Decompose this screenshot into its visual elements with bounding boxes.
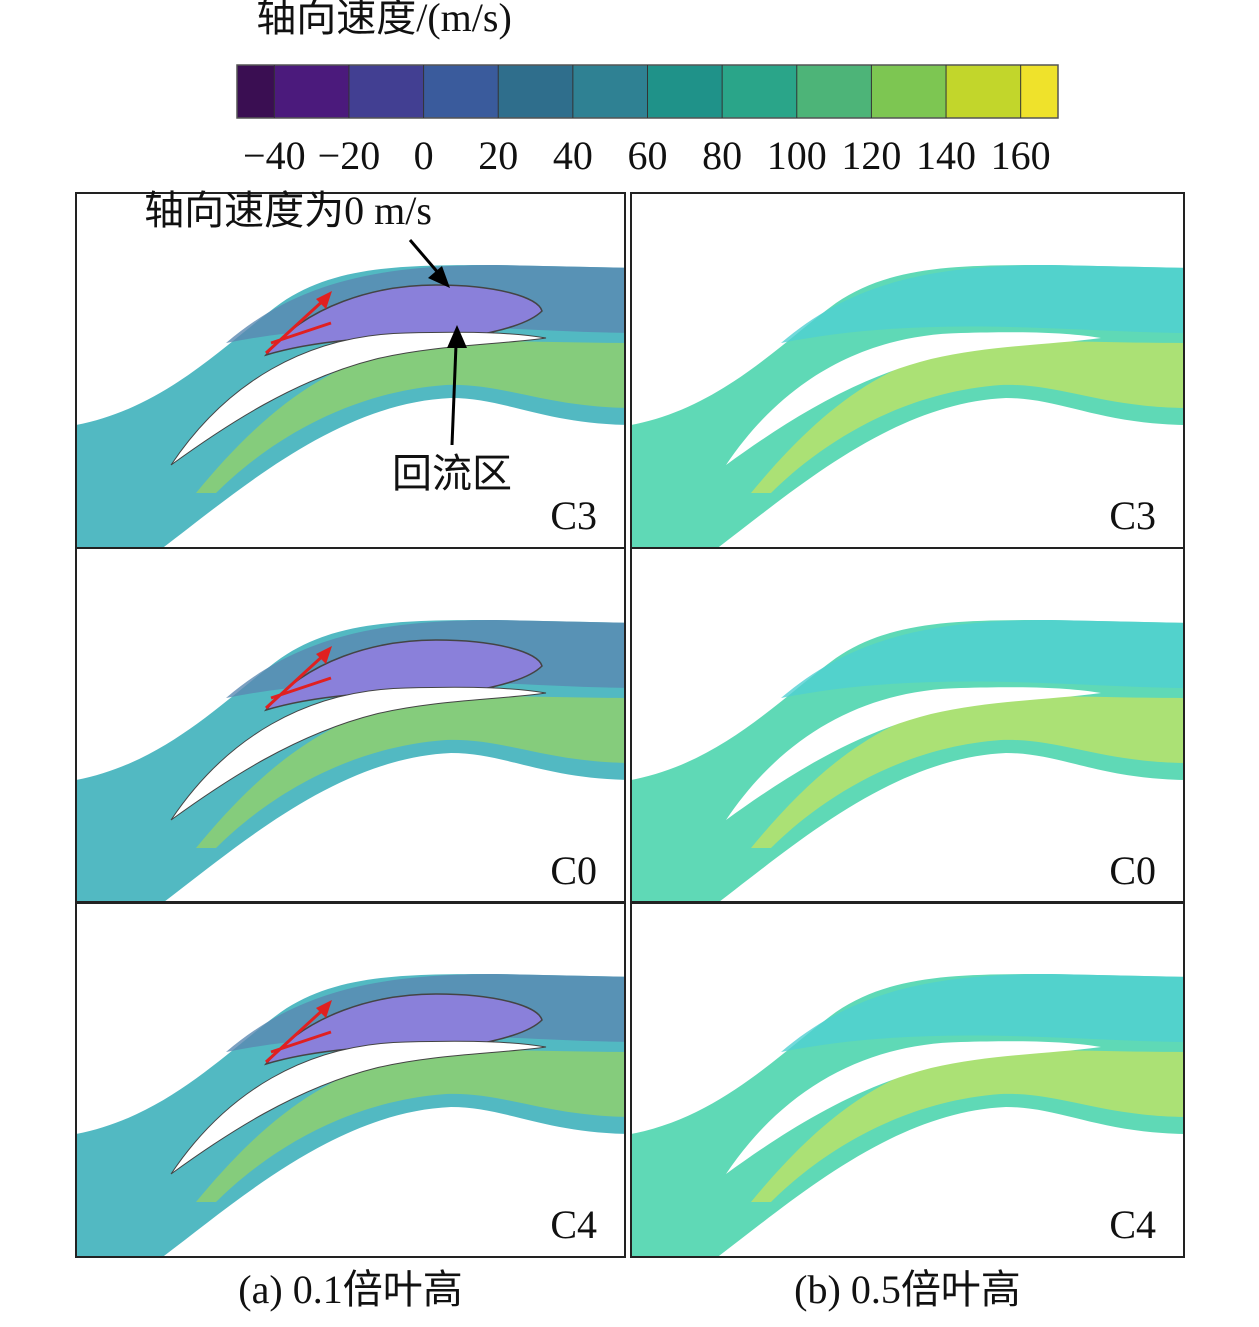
annotation: 回流区 — [392, 451, 512, 496]
flow-top — [781, 620, 1184, 698]
flow-low — [751, 1050, 1184, 1202]
panel-frame — [630, 901, 1185, 1258]
blade — [726, 332, 1101, 465]
colorbar-tick-label: 120 — [841, 133, 901, 178]
flow-low — [196, 696, 625, 848]
panel-label: C3 — [1109, 493, 1156, 538]
contour-panel — [631, 974, 1184, 1257]
colorbar-segment — [871, 65, 947, 118]
colorbar-tick-label: 0 — [414, 133, 434, 178]
contour-panel — [631, 620, 1184, 903]
panel-label: C4 — [1109, 1202, 1156, 1247]
colorbar-segment — [348, 65, 424, 118]
colorbar-tick-label: 160 — [991, 133, 1051, 178]
colorbar-segment — [274, 65, 349, 118]
annotation-arrows — [408, 239, 467, 446]
panel-label: C3 — [550, 493, 597, 538]
colorbar-segment — [722, 65, 797, 118]
colorbar-tick-label: −40 — [243, 133, 306, 178]
flow-low — [751, 341, 1184, 493]
flow-low — [196, 341, 625, 493]
colorbar-title: 轴向速度/(m/s) — [256, 0, 512, 40]
colorbar-segment — [572, 65, 648, 118]
panel-label: C0 — [550, 848, 597, 893]
flow-low — [751, 696, 1184, 848]
colorbar-tick-label: 140 — [916, 133, 976, 178]
panel-label: C4 — [550, 1202, 597, 1247]
red-arrow-head — [316, 1000, 332, 1018]
colorbar-segment — [498, 65, 573, 118]
annotation: 轴向速度为0 m/s — [144, 188, 432, 233]
panel-frame — [75, 901, 626, 1258]
colorbar-segment — [796, 65, 872, 118]
contour-panel — [76, 974, 625, 1257]
flow-top — [781, 265, 1184, 343]
colorbar-tick-label: 60 — [628, 133, 668, 178]
blade — [170, 686, 547, 821]
panel-label: C0 — [1109, 848, 1156, 893]
red-arrow — [264, 296, 332, 355]
flow-low — [196, 1050, 625, 1202]
blade — [726, 687, 1101, 820]
contour-panel — [76, 265, 625, 548]
red-arrow-head — [316, 291, 332, 309]
colorbar-tick-label: −20 — [318, 133, 381, 178]
red-arrow — [264, 651, 332, 710]
blade — [726, 1041, 1101, 1174]
colorbar-segment — [1020, 65, 1058, 118]
flow-top — [781, 974, 1184, 1052]
colorbar-tick-label: 40 — [553, 133, 593, 178]
red-arrow — [264, 1005, 332, 1064]
colorbar-segment — [946, 65, 1021, 118]
colorbar-segment — [237, 65, 275, 118]
caption: (b) 0.5倍叶高 — [794, 1267, 1021, 1312]
contour-panel — [76, 620, 625, 903]
panels: C3 C0 C4 C3 C0 C4 — [75, 192, 1185, 1258]
colorbar: −40 −20 0 20 40 60 80 100 120 140 160 — [236, 64, 1059, 178]
red-arrow-head — [316, 646, 332, 664]
colorbar-tick-label: 20 — [478, 133, 518, 178]
colorbar-segment — [647, 65, 723, 118]
colorbar-tick-label: 100 — [767, 133, 827, 178]
blade — [170, 331, 547, 466]
colorbar-tick-label: 80 — [702, 133, 742, 178]
caption: (a) 0.1倍叶高 — [238, 1267, 462, 1312]
blade — [170, 1040, 547, 1175]
contour-panel — [631, 265, 1184, 548]
colorbar-segment — [423, 65, 499, 118]
